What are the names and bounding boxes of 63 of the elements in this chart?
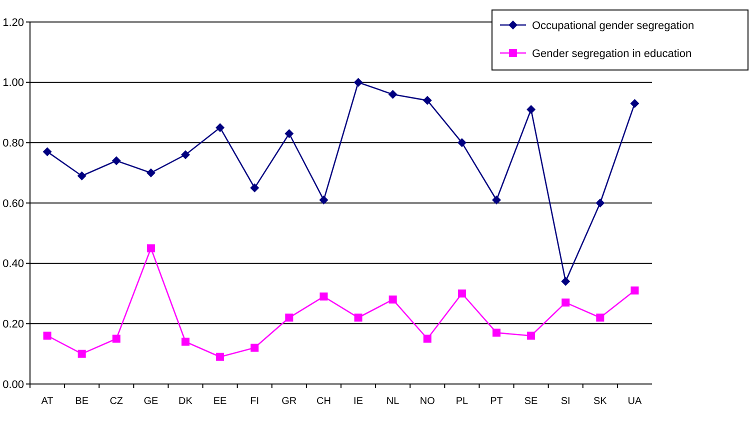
point: [423, 334, 432, 343]
x-tick-label: SK: [593, 396, 608, 407]
x-tick-label: PL: [456, 396, 468, 407]
point: [250, 183, 260, 192]
point: [42, 147, 52, 156]
x-tick-label: CH: [316, 396, 331, 407]
point: [43, 332, 52, 340]
y-tick-label: 0.80: [2, 138, 24, 150]
y-tick-label: 0.00: [2, 378, 24, 391]
point: [146, 244, 155, 252]
x-tick-label: SE: [524, 396, 538, 407]
point: [112, 334, 120, 343]
legend-label: Occupational gender segregation: [532, 20, 694, 32]
point: [354, 314, 362, 322]
point: [422, 96, 432, 105]
point: [527, 332, 536, 340]
x-tick-label: NO: [420, 396, 436, 407]
legend-label: Gender segregation in education: [532, 48, 692, 60]
x-tick-label: PT: [490, 396, 503, 407]
point: [182, 338, 190, 346]
point: [284, 129, 294, 138]
point: [596, 314, 604, 322]
point: [492, 195, 501, 204]
x-tick-label: NL: [386, 396, 400, 407]
x-tick-label: SI: [560, 396, 570, 407]
point: [492, 328, 500, 337]
point: [216, 123, 225, 132]
x-tick-label: IE: [354, 396, 364, 407]
point: [458, 290, 466, 298]
point: [285, 314, 294, 322]
point: [146, 168, 156, 178]
point: [112, 156, 121, 166]
x-tick-label: BE: [75, 396, 89, 407]
x-tick-label: EE: [213, 396, 228, 407]
x-tick-label: UA: [628, 396, 642, 407]
point: [78, 350, 86, 358]
point: [319, 195, 328, 204]
x-tick-label: CZ: [110, 396, 124, 407]
y-tick-label: 1.20: [2, 16, 24, 29]
point: [181, 150, 190, 160]
y-tick-label: 1.00: [2, 77, 24, 90]
point: [596, 198, 605, 208]
point: [216, 352, 224, 361]
point: [388, 296, 397, 304]
point: [320, 292, 328, 301]
x-tick-label: GR: [282, 396, 297, 407]
point: [354, 78, 363, 87]
y-tick-label: 0.40: [2, 258, 24, 270]
x-tick-label: AT: [41, 396, 54, 407]
point: [630, 98, 640, 108]
point: [388, 90, 398, 99]
x-tick-label: GE: [144, 396, 158, 407]
point: [457, 138, 466, 148]
point: [630, 286, 639, 294]
x-tick-label: FI: [250, 396, 260, 407]
y-tick-label: 0.60: [2, 198, 24, 210]
y-tick-label: 0.20: [2, 318, 24, 331]
point: [250, 344, 259, 352]
point: [77, 171, 86, 180]
point: [562, 298, 570, 307]
point: [561, 276, 570, 286]
point: [526, 104, 536, 114]
x-tick-label: DK: [178, 396, 193, 407]
